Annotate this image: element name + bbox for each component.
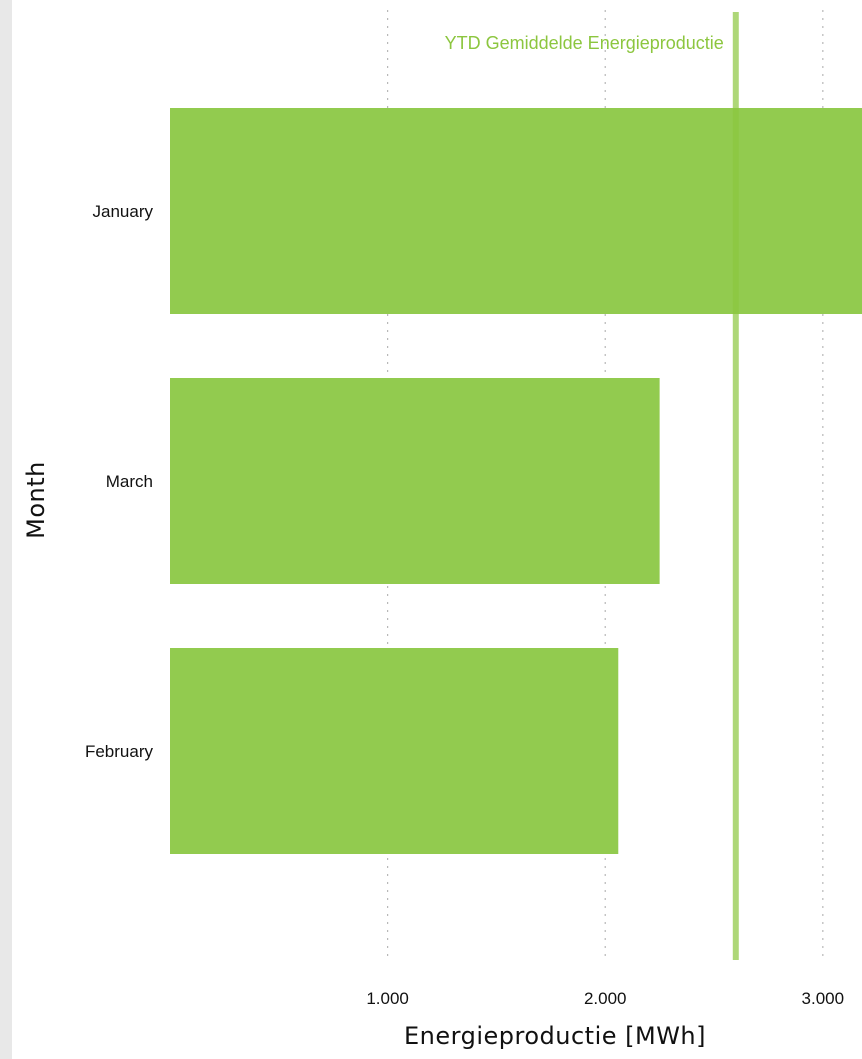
bars [170, 108, 862, 854]
category-label-january: January [93, 202, 154, 221]
bar-january [170, 108, 862, 314]
bar-february [170, 648, 619, 854]
category-labels: January March February [85, 202, 154, 761]
category-label-february: February [85, 742, 154, 761]
category-label-march: March [106, 472, 153, 491]
x-tick-label-3000: 3.000 [802, 989, 845, 1008]
bar-chart: YTD Gemiddelde Energieproductie January M… [22, 10, 862, 1050]
x-axis-title: Energieproductie [MWh] [404, 1022, 706, 1050]
x-tick-labels: 1.000 2.000 3.000 [366, 989, 844, 1008]
x-tick-label-2000: 2.000 [584, 989, 627, 1008]
x-tick-label-1000: 1.000 [366, 989, 409, 1008]
chart-canvas: YTD Gemiddelde Energieproductie January M… [12, 0, 862, 1059]
reference-line-label: YTD Gemiddelde Energieproductie [445, 33, 724, 53]
y-axis-title: Month [22, 461, 50, 539]
bar-march [170, 378, 660, 584]
reference-line-group: YTD Gemiddelde Energieproductie [445, 12, 739, 960]
